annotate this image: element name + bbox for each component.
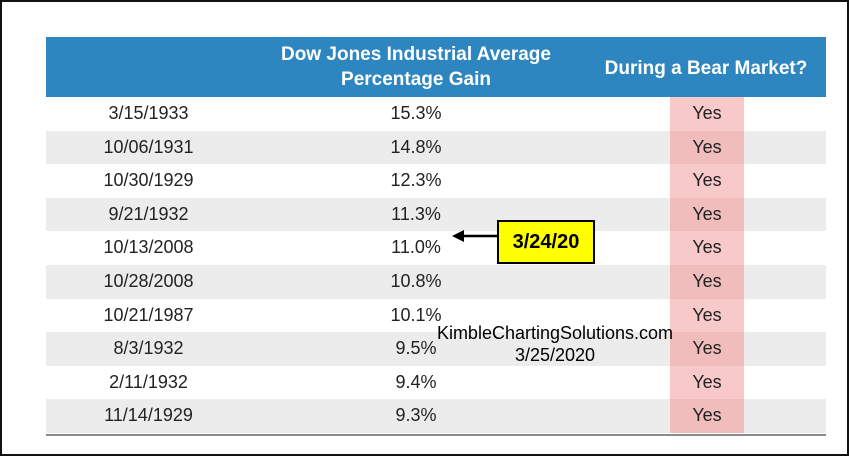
header-gain: Dow Jones Industrial Average Percentage … (256, 42, 576, 92)
bear-market-cell: Yes (670, 298, 744, 333)
gain-cell: 12.3% (390, 170, 442, 191)
date-callout: 3/24/20 (497, 220, 595, 264)
gain-cell: 10.8% (390, 270, 442, 291)
credit-site: KimbleChartingSolutions.com (436, 323, 674, 343)
gain-cell: 15.3% (390, 103, 442, 123)
date-cell: 9/21/1932 (108, 203, 189, 224)
bear-market-cell: Yes (670, 231, 744, 265)
gains-table: Dow Jones Industrial Average Percentage … (46, 37, 826, 433)
table-header: Dow Jones Industrial Average Percentage … (46, 37, 826, 97)
table-row: 10/28/2008 10.8% Yes (46, 264, 826, 299)
date-cell: 8/3/1932 (113, 338, 184, 359)
table-row: 8/3/1932 9.5% Yes (46, 332, 826, 366)
date-cell: 10/21/1987 (103, 304, 194, 325)
bear-market-cell: Yes (670, 264, 744, 299)
gain-cell: 9.3% (395, 405, 437, 426)
arrow-left-icon (452, 230, 498, 242)
bear-market-cell: Yes (670, 399, 744, 433)
header-gain-line2: Percentage Gain (341, 69, 491, 90)
bear-market-cell: Yes (670, 164, 744, 198)
date-cell: 10/06/1931 (103, 136, 194, 157)
bear-market-cell: Yes (670, 332, 744, 366)
table-row: 10/21/1987 10.1% Yes (46, 298, 826, 333)
gain-cell: 10.1% (390, 304, 442, 325)
date-cell: 10/30/1929 (103, 170, 194, 191)
gain-cell: 9.4% (395, 371, 437, 392)
header-bear-market: During a Bear Market? (604, 58, 808, 79)
table-row: 10/13/2008 11.0% Yes (46, 231, 826, 265)
table-row: 9/21/1932 11.3% Yes (46, 197, 826, 232)
table-row: 2/11/1932 9.4% Yes (46, 365, 826, 400)
header-gain-line1: Dow Jones Industrial Average (281, 44, 551, 65)
gain-cell: 9.5% (395, 338, 437, 359)
credit-watermark: KimbleChartingSolutions.com 3/25/2020 (410, 322, 700, 366)
credit-date: 3/25/2020 (514, 345, 596, 365)
date-cell: 11/14/1929 (104, 405, 193, 426)
date-cell: 2/11/1932 (109, 371, 188, 392)
bear-market-cell: Yes (670, 197, 744, 232)
date-cell: 3/15/1933 (108, 103, 189, 123)
gain-cell: 14.8% (390, 136, 442, 157)
date-cell: 10/28/2008 (103, 270, 194, 291)
table-row: 11/14/1929 9.3% Yes (46, 399, 826, 433)
bear-market-cell: Yes (670, 130, 744, 165)
bear-market-cell: Yes (670, 97, 744, 131)
table-row: 10/30/1929 12.3% Yes (46, 164, 826, 198)
table-row: 3/15/1933 15.3% Yes (46, 97, 826, 131)
table-row: 10/06/1931 14.8% Yes (46, 130, 826, 165)
gain-cell: 11.0% (391, 237, 441, 258)
date-cell: 10/13/2008 (103, 237, 194, 258)
table-bottom-rule (46, 434, 826, 436)
bear-market-cell: Yes (670, 365, 744, 400)
gain-cell: 11.3% (391, 203, 441, 224)
table-body: 3/15/1933 15.3% Yes 10/06/1931 14.8% Yes 10/30… (46, 97, 826, 433)
